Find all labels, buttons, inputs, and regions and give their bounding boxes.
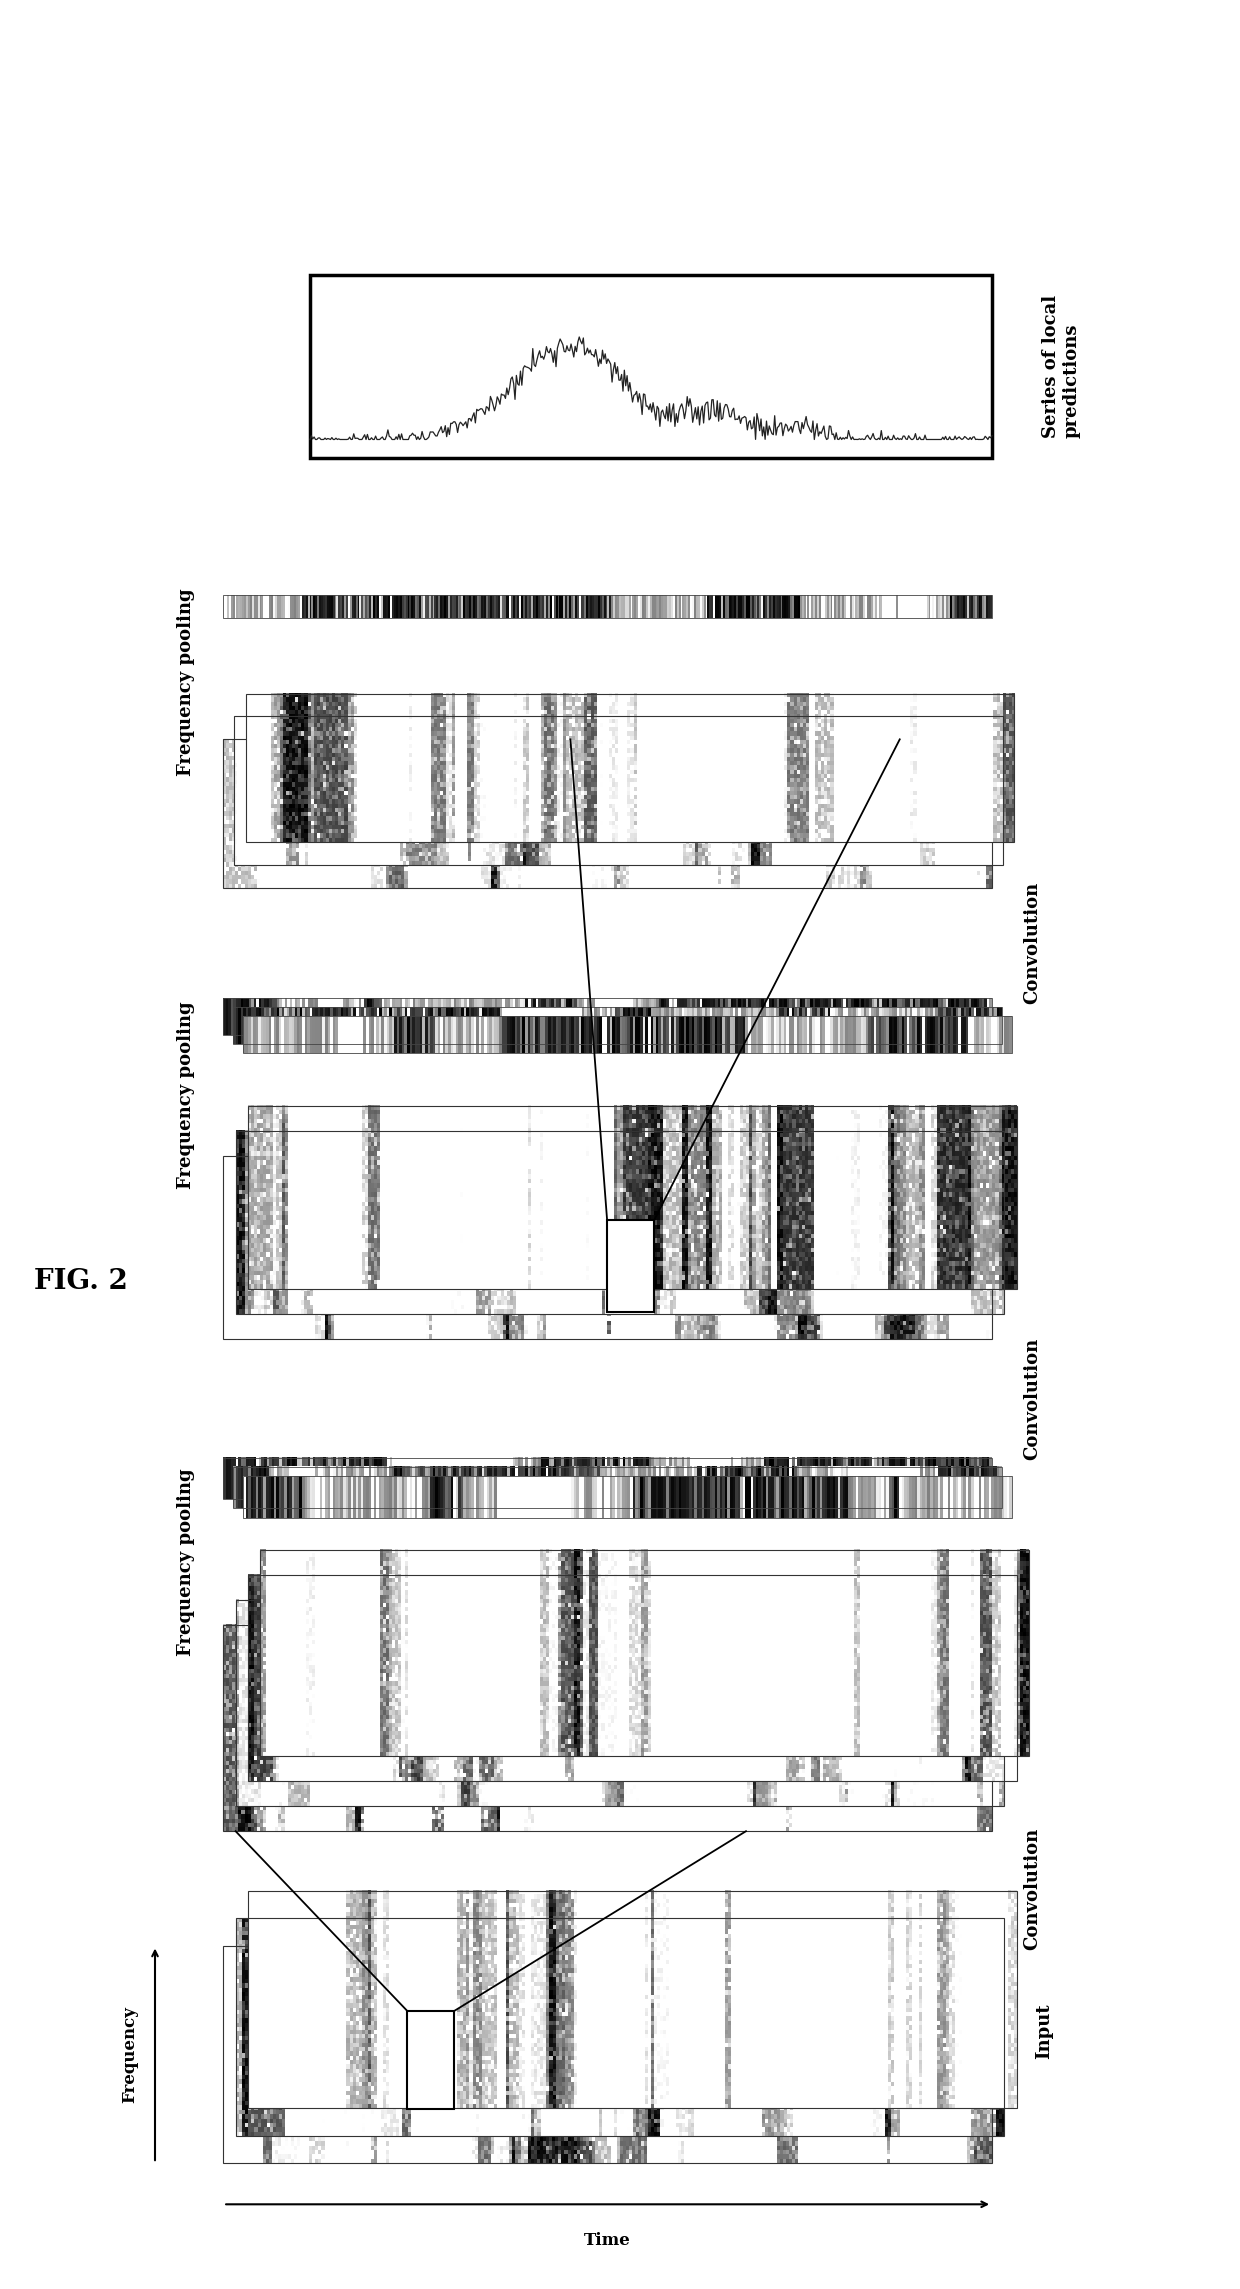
Text: Frequency pooling: Frequency pooling bbox=[177, 1470, 195, 1655]
Text: Time: Time bbox=[584, 2232, 631, 2248]
Bar bbox=[234, 716, 1003, 865]
Bar bbox=[223, 1156, 992, 1339]
Bar bbox=[236, 1918, 1004, 2136]
Text: Convolution: Convolution bbox=[1023, 1337, 1042, 1460]
Text: Input: Input bbox=[1035, 2003, 1054, 2060]
Bar bbox=[223, 1625, 992, 1831]
Bar bbox=[243, 1016, 1012, 1053]
Bar bbox=[233, 1467, 1002, 1508]
Bar bbox=[223, 739, 992, 888]
Bar bbox=[233, 1007, 1002, 1044]
Bar bbox=[236, 1600, 1004, 1806]
Text: Frequency pooling: Frequency pooling bbox=[177, 588, 195, 776]
Bar bbox=[223, 998, 992, 1035]
Text: FIG. 2: FIG. 2 bbox=[33, 1268, 128, 1296]
Bar bbox=[223, 1946, 992, 2163]
Bar bbox=[310, 275, 992, 458]
Bar bbox=[248, 1891, 1017, 2108]
Bar bbox=[260, 1550, 1029, 1756]
Text: Convolution: Convolution bbox=[1023, 881, 1042, 1005]
Bar bbox=[608, 1220, 655, 1312]
Bar bbox=[223, 1458, 992, 1499]
Bar bbox=[236, 1131, 1004, 1314]
Text: Convolution: Convolution bbox=[1023, 1827, 1042, 1950]
Bar bbox=[248, 1106, 1017, 1289]
Bar bbox=[223, 595, 992, 618]
Text: Frequency pooling: Frequency pooling bbox=[177, 1003, 195, 1188]
Text: Series of local
predictions: Series of local predictions bbox=[1042, 295, 1080, 437]
Bar bbox=[248, 1575, 1017, 1781]
Bar bbox=[246, 694, 1014, 842]
Text: Frequency: Frequency bbox=[122, 2005, 139, 2104]
Bar bbox=[407, 2012, 454, 2108]
Bar bbox=[243, 1476, 1012, 1518]
